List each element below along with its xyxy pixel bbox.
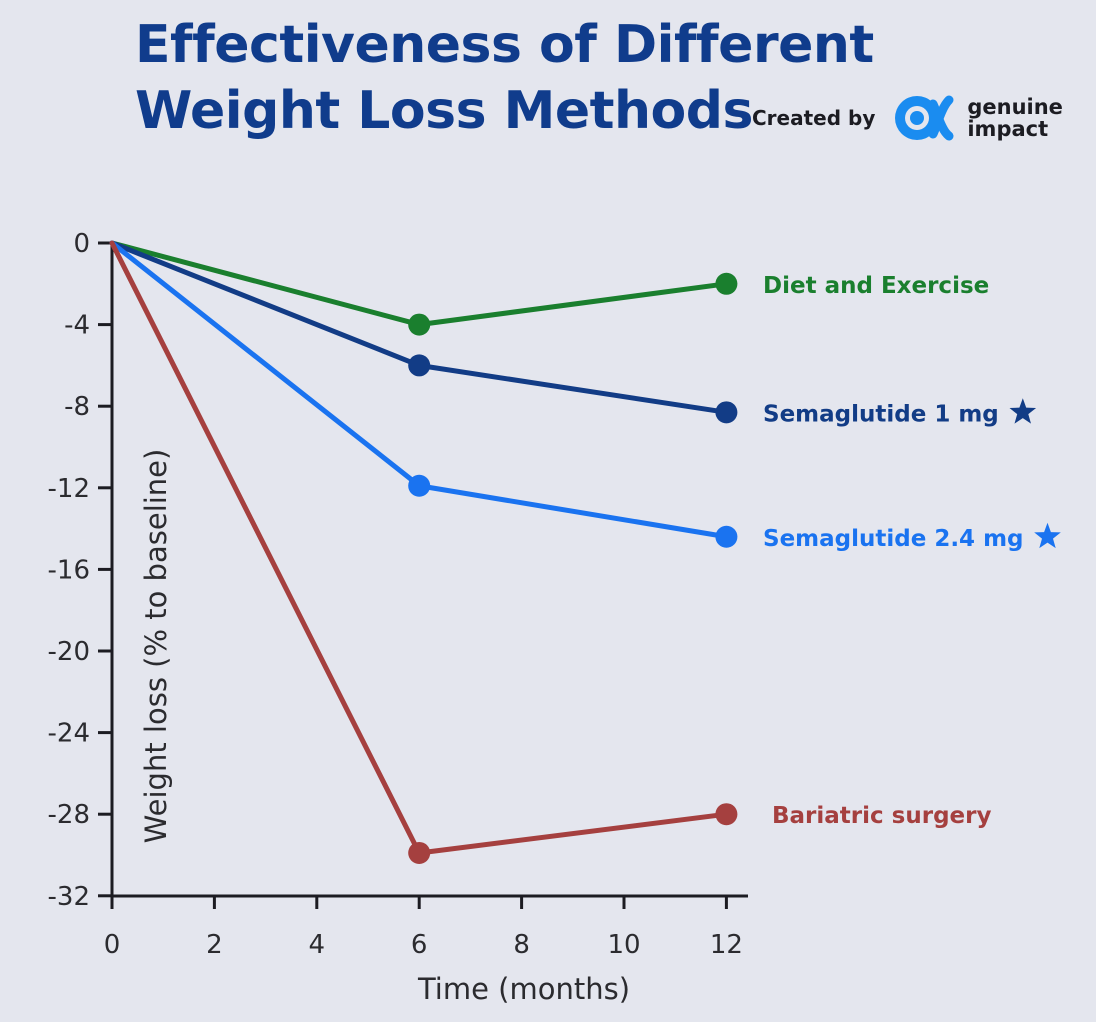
data-point-semaglutide-2-4-mg xyxy=(715,525,738,548)
brand-name-line-2: impact xyxy=(967,117,1049,141)
y-tick-label: -16 xyxy=(48,555,90,585)
x-tick-label: 10 xyxy=(607,930,640,960)
data-point-semaglutide-2-4-mg xyxy=(408,474,431,497)
x-tick-label: 4 xyxy=(309,930,326,960)
y-tick-label: 0 xyxy=(73,229,90,259)
series-line-diet-and-exercise xyxy=(109,240,729,328)
y-tick-label: -8 xyxy=(64,392,90,422)
x-tick-label: 8 xyxy=(513,930,530,960)
series-label-bariatric-surgery: Bariatric surgery xyxy=(772,803,991,829)
series-label-semaglutide-1-mg: Semaglutide 1 mg xyxy=(763,401,999,427)
x-tick-label: 6 xyxy=(411,930,428,960)
y-tick-label: -12 xyxy=(48,474,90,504)
data-point-semaglutide-1-mg xyxy=(408,354,431,377)
data-point-diet-and-exercise xyxy=(715,272,738,295)
y-tick-label: -28 xyxy=(48,800,90,830)
star-icon xyxy=(1034,522,1061,549)
genuine-impact-logo-icon xyxy=(895,95,954,141)
x-axis-title: Time (months) xyxy=(417,972,630,1006)
x-tick-label: 2 xyxy=(206,930,223,960)
brand-name-line-1: genuine xyxy=(967,95,1063,119)
series-label-semaglutide-2-4-mg: Semaglutide 2.4 mg xyxy=(763,526,1024,552)
y-axis-title: Weight loss (% to baseline) xyxy=(139,449,173,844)
y-tick-label: -24 xyxy=(48,719,90,749)
y-tick-label: -20 xyxy=(48,637,90,667)
star-icon xyxy=(1009,398,1037,424)
credit-block: Created by genuine impact xyxy=(752,86,1063,150)
series-label-diet-and-exercise: Diet and Exercise xyxy=(763,273,989,299)
credit-label: Created by xyxy=(752,106,876,130)
y-tick-label: -32 xyxy=(48,882,90,912)
x-tick-label: 12 xyxy=(710,930,743,960)
data-point-bariatric-surgery xyxy=(408,841,431,864)
chart-title: Effectiveness of Different Weight Loss M… xyxy=(135,12,895,144)
x-tick-label: 0 xyxy=(104,930,121,960)
y-tick-label: -4 xyxy=(64,311,90,341)
data-point-semaglutide-1-mg xyxy=(715,401,738,424)
data-point-bariatric-surgery xyxy=(715,803,738,826)
chart-title-line-2: Weight Loss Methods xyxy=(135,81,753,141)
data-point-diet-and-exercise xyxy=(408,313,431,336)
chart-title-line-1: Effectiveness of Different xyxy=(135,15,874,75)
brand-name: genuine impact xyxy=(967,96,1063,140)
